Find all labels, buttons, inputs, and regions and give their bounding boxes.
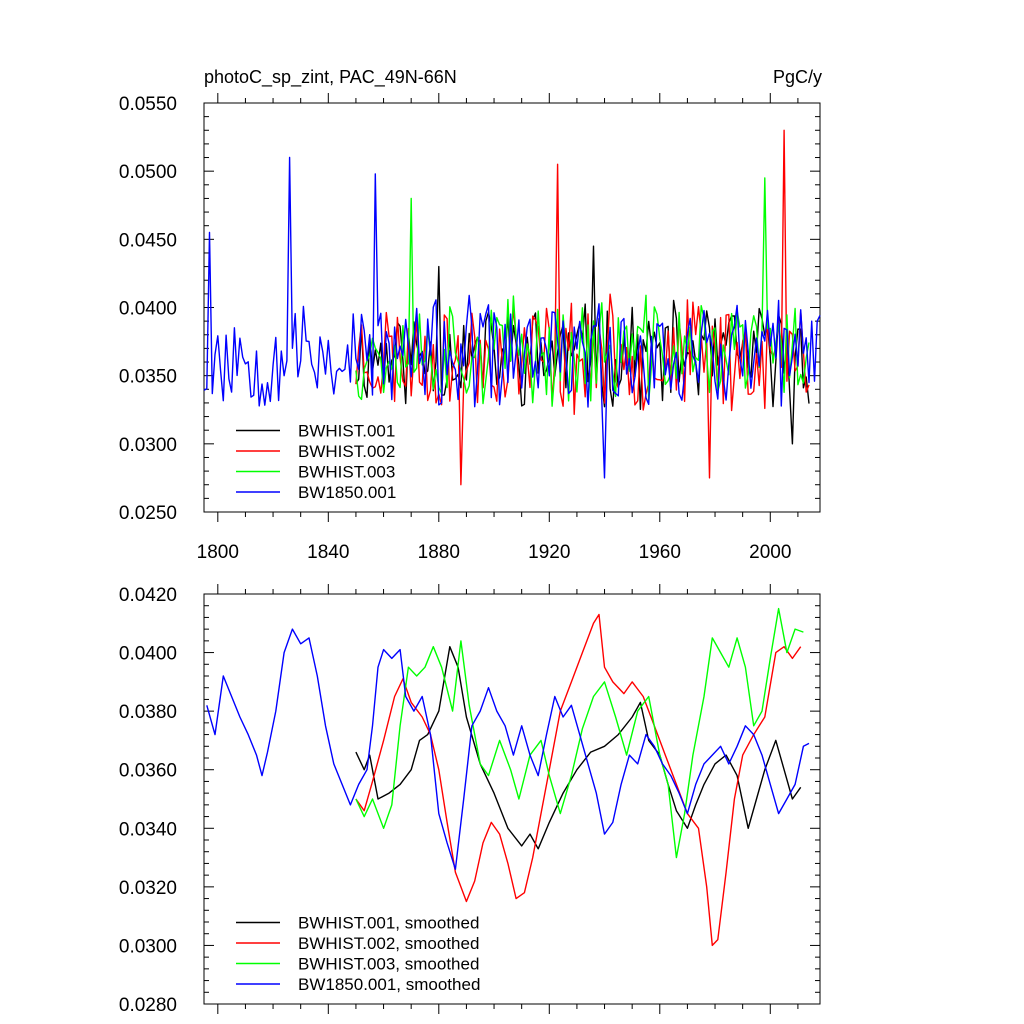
bottom-panel-y-tick-labels: 0.0280 0.0300 0.0320 0.0340 0.0360 0.0380 0.04…	[119, 585, 177, 1016]
x-tick-label: 1840	[307, 542, 349, 563]
y-tick-label: 0.0280	[119, 995, 177, 1016]
legend-label: BWHIST.002, smoothed	[298, 934, 479, 953]
legend-label: BW1850.001, smoothed	[298, 975, 480, 994]
legend-label: BWHIST.001, smoothed	[298, 914, 479, 933]
x-tick-label: 1800	[197, 542, 239, 563]
y-tick-label: 0.0500	[119, 162, 177, 183]
y-tick-label: 0.0360	[119, 761, 177, 782]
y-tick-label: 0.0250	[119, 503, 177, 524]
x-tick-label: 1920	[528, 542, 570, 563]
y-tick-label: 0.0300	[119, 936, 177, 957]
top-panel-title: photoC_sp_zint, PAC_49N-66N	[204, 67, 457, 88]
y-tick-label: 0.0420	[119, 585, 177, 606]
legend-label: BWHIST.001	[298, 422, 395, 441]
top-panel-series	[203, 129, 821, 486]
bottom-panel-series	[206, 607, 810, 947]
y-tick-label: 0.0320	[119, 878, 177, 899]
y-tick-label: 0.0350	[119, 367, 177, 388]
series-line-bwhist-003-smoothed	[355, 607, 804, 859]
top-panel: photoC_sp_zint, PAC_49N-66N PgC/y 0.0250…	[119, 67, 822, 563]
top-panel-frame	[203, 102, 821, 513]
series-line-bwhist-002	[355, 129, 810, 486]
series-line-bw1850-001-smoothed	[206, 628, 810, 870]
y-tick-label: 0.0340	[119, 819, 177, 840]
legend-label: BWHIST.003	[298, 463, 395, 482]
top-panel-ticks	[204, 93, 820, 522]
x-tick-label: 2000	[749, 542, 791, 563]
y-tick-label: 0.0380	[119, 702, 177, 723]
y-tick-label: 0.0400	[119, 644, 177, 665]
y-tick-label: 0.0300	[119, 435, 177, 456]
y-tick-label: 0.0550	[119, 94, 177, 115]
bottom-panel: 0.0280 0.0300 0.0320 0.0340 0.0360 0.0380 0.04…	[119, 584, 821, 1016]
series-line-bwhist-002-smoothed	[355, 613, 802, 947]
bottom-panel-ticks	[204, 584, 820, 1014]
series-line-bwhist-001-smoothed	[355, 646, 802, 850]
legend-label: BWHIST.002	[298, 442, 395, 461]
x-tick-label: 1880	[418, 542, 460, 563]
top-panel-y-tick-labels: 0.0250 0.0300 0.0350 0.0400 0.0450 0.0500 0.05…	[119, 94, 177, 524]
bottom-panel-frame	[203, 593, 821, 1005]
y-tick-label: 0.0450	[119, 230, 177, 251]
y-tick-label: 0.0400	[119, 299, 177, 320]
legend-label: BWHIST.003, smoothed	[298, 955, 479, 974]
legend-label: BW1850.001	[298, 483, 396, 502]
top-panel-units: PgC/y	[773, 67, 822, 87]
top-panel-x-tick-labels: 1800 1840 1880 1920 1960 2000	[197, 542, 792, 563]
series-line-bw1850-001	[203, 156, 821, 479]
x-tick-label: 1960	[639, 542, 681, 563]
series-line-bwhist-003	[355, 177, 810, 407]
